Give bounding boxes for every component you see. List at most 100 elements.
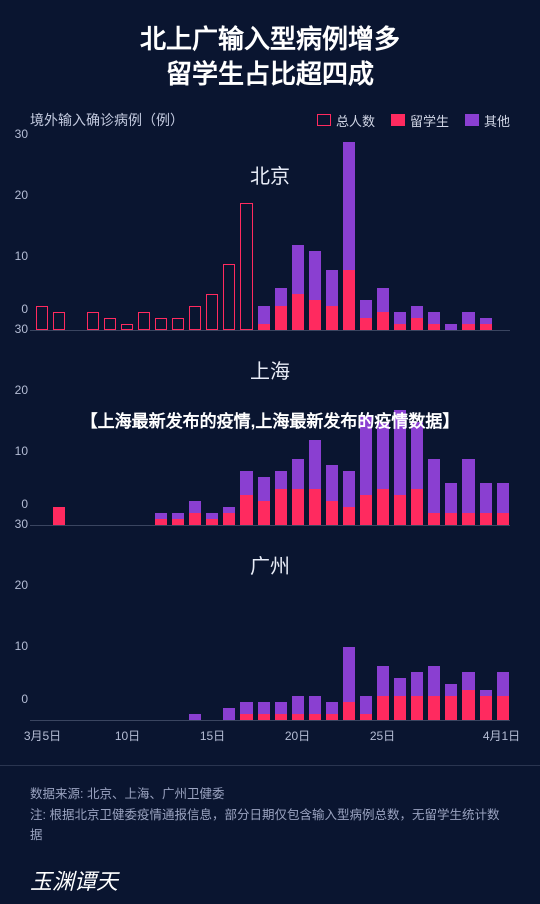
segment-others — [428, 312, 440, 324]
title-line2: 留学生占比超四成 — [20, 57, 520, 92]
stacked-bar — [292, 245, 304, 330]
total-bar — [36, 306, 48, 330]
bar — [478, 136, 493, 330]
stacked-bar — [377, 666, 389, 721]
segment-students — [343, 702, 355, 720]
stacked-bar — [445, 684, 457, 720]
bars-area — [34, 136, 510, 330]
brand-logo: 玉渊谭天 — [0, 856, 540, 904]
segment-others — [309, 696, 321, 714]
y-tick: 20 — [8, 383, 28, 397]
legend-students-label: 留学生 — [410, 111, 449, 130]
bar — [461, 526, 476, 720]
segment-others — [480, 483, 492, 513]
bar — [34, 526, 49, 720]
bar — [478, 526, 493, 720]
bar — [495, 526, 510, 720]
stacked-bar — [411, 672, 423, 721]
segment-others — [258, 477, 270, 501]
stacked-bar — [309, 696, 321, 720]
segment-students — [292, 489, 304, 525]
stacked-bar — [258, 477, 270, 526]
bar — [256, 526, 271, 720]
segment-others — [258, 306, 270, 324]
segment-others — [445, 324, 457, 330]
segment-others — [462, 459, 474, 514]
legend-total-label: 总人数 — [336, 111, 375, 130]
stacked-bar — [258, 306, 270, 330]
bar — [68, 526, 83, 720]
y-tick: 20 — [8, 578, 28, 592]
segment-students — [258, 501, 270, 525]
bar — [461, 136, 476, 330]
legend-others: 其他 — [465, 111, 510, 130]
bar — [495, 136, 510, 330]
stacked-bar — [275, 471, 287, 526]
y-tick: 30 — [8, 517, 28, 531]
bar — [307, 526, 322, 720]
x-tick: 4月1日 — [483, 727, 520, 744]
title-line1: 北上广输入型病例增多 — [20, 22, 520, 57]
stacked-bar — [343, 647, 355, 720]
total-bar — [172, 318, 184, 330]
segment-students — [292, 294, 304, 330]
bar — [290, 526, 305, 720]
segment-others — [240, 702, 252, 714]
segment-others — [360, 300, 372, 318]
stacked-bar — [497, 672, 509, 721]
segment-others — [189, 714, 201, 720]
segment-others — [394, 312, 406, 324]
bar — [358, 136, 373, 330]
stacked-bar — [377, 288, 389, 330]
bar — [358, 526, 373, 720]
bar — [119, 136, 134, 330]
segment-others — [445, 483, 457, 513]
x-tick: 10日 — [115, 727, 140, 744]
total-bar — [189, 306, 201, 330]
segment-others — [428, 666, 440, 696]
source-label: 数据来源: — [30, 787, 83, 801]
segment-students — [394, 495, 406, 525]
y-tick: 20 — [8, 188, 28, 202]
bar — [188, 136, 203, 330]
total-bar — [104, 318, 116, 330]
segment-students — [343, 507, 355, 525]
y-axis-label: 境外输入确诊病例（例） — [30, 110, 184, 130]
segment-students — [172, 519, 184, 525]
segment-others — [292, 459, 304, 489]
segment-students — [377, 489, 389, 525]
legend-students: 留学生 — [391, 111, 449, 130]
bars-area — [34, 526, 510, 720]
legend-others-label: 其他 — [484, 111, 510, 130]
segment-others — [462, 672, 474, 690]
stacked-bar — [172, 513, 184, 525]
segment-students — [240, 714, 252, 720]
stacked-bar — [309, 440, 321, 525]
segment-others — [377, 288, 389, 312]
bar — [410, 526, 425, 720]
segment-students — [343, 270, 355, 331]
stacked-bar — [206, 513, 218, 525]
stacked-bar — [292, 696, 304, 720]
segment-students — [480, 513, 492, 525]
bar — [410, 136, 425, 330]
segment-students — [462, 324, 474, 330]
bar — [256, 136, 271, 330]
bar — [171, 526, 186, 720]
stacked-bar — [343, 142, 355, 330]
total-bar — [138, 312, 150, 330]
segment-others — [343, 142, 355, 269]
x-tick: 25日 — [370, 727, 395, 744]
bar — [324, 136, 339, 330]
bar — [393, 526, 408, 720]
segment-students — [258, 714, 270, 720]
segment-students — [240, 495, 252, 525]
segment-others — [445, 684, 457, 696]
segment-students — [394, 696, 406, 720]
segment-others — [258, 702, 270, 714]
bar — [341, 136, 356, 330]
y-tick: 0 — [8, 692, 28, 706]
segment-students — [189, 513, 201, 525]
note-line: 注: 根据北京卫健委疫情通报信息，部分日期仅包含输入型病例总数，无留学生统计数据 — [30, 805, 510, 846]
total-bar — [223, 264, 235, 331]
